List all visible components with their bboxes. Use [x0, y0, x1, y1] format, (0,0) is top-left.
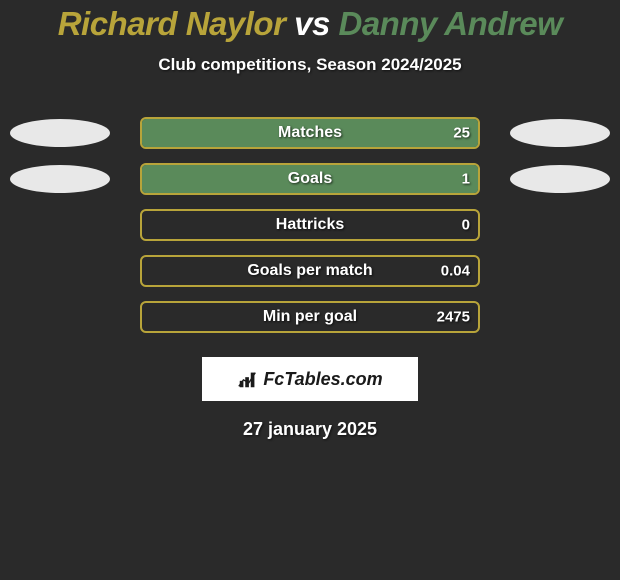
bar-value-player2: 25	[453, 125, 470, 142]
bar-label: Hattricks	[276, 216, 344, 234]
player1-name: Richard Naylor	[58, 5, 286, 42]
bar-value-player2: 0	[462, 217, 470, 234]
comparison-bar: Min per goal 2475	[140, 301, 480, 333]
comparison-row: Hattricks 0	[0, 209, 620, 241]
bar-value-player2: 0.04	[441, 263, 470, 280]
bar-label: Goals	[288, 170, 332, 188]
player1-value-ellipse	[10, 165, 110, 193]
comparison-bar: Goals 1	[140, 163, 480, 195]
bar-value-player2: 1	[462, 171, 470, 188]
page-title: Richard Naylor vs Danny Andrew	[0, 5, 620, 43]
logo-text: FcTables.com	[263, 369, 382, 390]
comparison-bar: Goals per match 0.04	[140, 255, 480, 287]
bar-label: Goals per match	[247, 262, 372, 280]
subtitle: Club competitions, Season 2024/2025	[0, 55, 620, 75]
comparison-row: Matches 25	[0, 117, 620, 149]
bar-label: Matches	[278, 124, 342, 142]
title-vs: vs	[294, 5, 330, 42]
comparison-rows: Matches 25 Goals 1 Hattricks 0 Goals per match…	[0, 117, 620, 333]
bar-label: Min per goal	[263, 308, 357, 326]
player2-name: Danny Andrew	[339, 5, 563, 42]
comparison-bar: Hattricks 0	[140, 209, 480, 241]
player2-value-ellipse	[510, 119, 610, 147]
comparison-row: Goals 1	[0, 163, 620, 195]
bar-value-player2: 2475	[437, 309, 470, 326]
bar-chart-icon	[237, 368, 259, 390]
player1-value-ellipse	[10, 119, 110, 147]
player2-value-ellipse	[510, 165, 610, 193]
comparison-infographic: Richard Naylor vs Danny Andrew Club comp…	[0, 0, 620, 440]
logo-box: FcTables.com	[202, 357, 418, 401]
date: 27 january 2025	[0, 419, 620, 440]
comparison-row: Goals per match 0.04	[0, 255, 620, 287]
comparison-bar: Matches 25	[140, 117, 480, 149]
comparison-row: Min per goal 2475	[0, 301, 620, 333]
